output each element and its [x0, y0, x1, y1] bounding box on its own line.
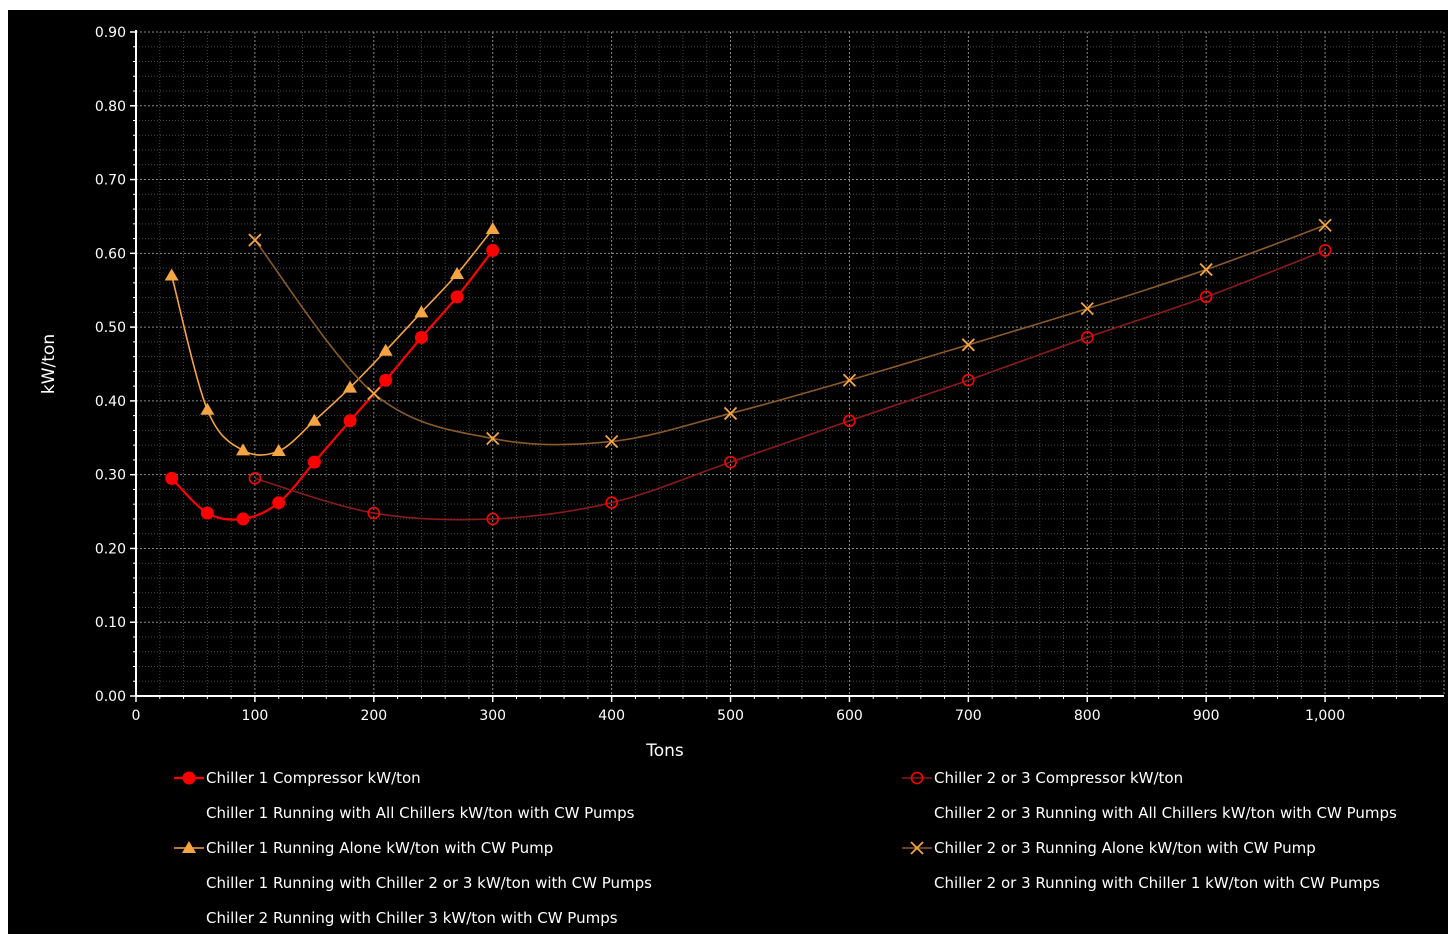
x-tick-label: 400 — [598, 708, 625, 724]
y-tick-label: 0.10 — [95, 615, 126, 631]
series-line — [254, 224, 1326, 446]
data-point — [343, 414, 357, 428]
x-tick-label: 900 — [1193, 708, 1220, 724]
legend-entry: Chiller 2 or 3 Compressor kW/ton — [902, 769, 1183, 787]
data-point — [378, 343, 393, 356]
x-tick-label: 600 — [836, 708, 863, 724]
y-tick-label: 0.90 — [95, 25, 126, 41]
data-point — [248, 472, 262, 485]
x-tick-label: 100 — [242, 708, 269, 724]
legend-label: Chiller 1 Running with Chiller 2 or 3 kW… — [206, 874, 652, 892]
x-tick-label: 700 — [955, 708, 982, 724]
y-tick-label: 0.80 — [95, 99, 126, 115]
x-tick-label: 800 — [1074, 708, 1101, 724]
series-1 — [248, 244, 1332, 526]
data-point — [307, 455, 321, 469]
series-line — [170, 228, 494, 456]
x-tick-label: 1,000 — [1305, 708, 1345, 724]
legend-label: Chiller 2 or 3 Running with Chiller 1 kW… — [934, 874, 1380, 892]
data-point — [367, 386, 381, 401]
series-4 — [164, 221, 500, 457]
data-point — [486, 243, 500, 257]
legend-label: Chiller 2 or 3 Running with All Chillers… — [934, 804, 1397, 822]
data-point — [343, 380, 358, 393]
series-5 — [248, 218, 1332, 449]
data-point — [1080, 331, 1094, 344]
series-line — [254, 249, 1326, 521]
data-point — [236, 512, 250, 526]
data-point — [272, 496, 286, 510]
y-tick-label: 0.20 — [95, 541, 126, 557]
y-axis-title: kW/ton — [39, 334, 59, 394]
y-tick-label: 0.60 — [95, 246, 126, 262]
legend-entry: Chiller 2 or 3 Running Alone kW/ton with… — [902, 839, 1316, 857]
data-point — [724, 455, 737, 469]
legend-marker — [910, 771, 924, 785]
data-point — [165, 471, 179, 485]
data-point — [236, 443, 251, 456]
data-point — [842, 373, 857, 387]
legend-label: Chiller 2 or 3 Compressor kW/ton — [934, 769, 1183, 787]
legend-label: Chiller 2 Running with Chiller 3 kW/ton … — [206, 909, 618, 927]
data-point — [605, 496, 618, 510]
data-point — [1199, 290, 1213, 304]
legend-label: Chiller 2 or 3 Running Alone kW/ton with… — [934, 839, 1316, 857]
legend-marker — [910, 841, 924, 855]
data-point — [961, 338, 976, 352]
data-point — [367, 506, 381, 520]
y-tick-label: 0.50 — [95, 320, 126, 336]
series-line — [170, 249, 494, 521]
legend-entry: Chiller 2 or 3 Running with All Chillers… — [934, 804, 1397, 822]
legend-label: Chiller 1 Running Alone kW/ton with CW P… — [206, 839, 553, 857]
data-point — [379, 373, 393, 387]
legend-marker — [182, 841, 196, 853]
data-point — [414, 330, 428, 344]
data-point — [604, 434, 619, 449]
legend-entry: Chiller 1 Running with Chiller 2 or 3 kW… — [206, 874, 652, 892]
data-point — [164, 268, 179, 281]
data-point — [307, 413, 322, 426]
data-point — [414, 305, 429, 318]
data-point — [1199, 262, 1213, 277]
data-point — [486, 431, 500, 446]
data-point — [200, 506, 214, 520]
data-point — [450, 290, 464, 304]
data-point — [1318, 244, 1332, 257]
data-point — [200, 402, 215, 415]
data-point — [271, 444, 286, 457]
chart: 0 100 200 300 400 500 600 700 800 900 1,000 0.00 0.1… — [39, 25, 1445, 927]
legend: Chiller 1 Compressor kW/ton Chiller 1 Run… — [174, 769, 1397, 927]
data-point — [962, 373, 975, 387]
y-tick-label: 0.70 — [95, 173, 126, 189]
legend-marker — [182, 771, 196, 785]
x-tick-label: 200 — [360, 708, 387, 724]
y-tick-label: 0.30 — [95, 468, 126, 484]
legend-label: Chiller 1 Compressor kW/ton — [206, 769, 421, 787]
data-point — [723, 406, 738, 421]
legend-entry: Chiller 1 Compressor kW/ton — [174, 769, 421, 787]
x-tick-label: 300 — [479, 708, 506, 724]
series-0 — [165, 243, 500, 526]
data-point — [450, 266, 465, 279]
legend-entry: Chiller 2 or 3 Running with Chiller 1 kW… — [934, 874, 1380, 892]
y-tick-label: 0.40 — [95, 394, 126, 410]
legend-entry: Chiller 1 Running Alone kW/ton with CW P… — [174, 839, 553, 857]
data-point — [248, 233, 262, 247]
legend-label: Chiller 1 Running with All Chillers kW/t… — [206, 804, 635, 822]
x-axis-title: Tons — [645, 741, 684, 761]
x-tick-label: 500 — [717, 708, 744, 724]
data-point — [485, 221, 500, 234]
legend-entry: Chiller 2 Running with Chiller 3 kW/ton … — [206, 909, 618, 927]
grid — [135, 31, 1445, 697]
legend-entry: Chiller 1 Running with All Chillers kW/t… — [206, 804, 635, 822]
y-tick-label: 0.00 — [95, 689, 126, 705]
data-point — [486, 512, 500, 526]
data-point — [1318, 218, 1332, 232]
data-point — [843, 414, 856, 428]
x-tick-label: 0 — [132, 708, 141, 724]
data-point — [1080, 302, 1094, 316]
chart-frame: 0 100 200 300 400 500 600 700 800 900 1,000 0.00 0.1… — [8, 10, 1448, 934]
